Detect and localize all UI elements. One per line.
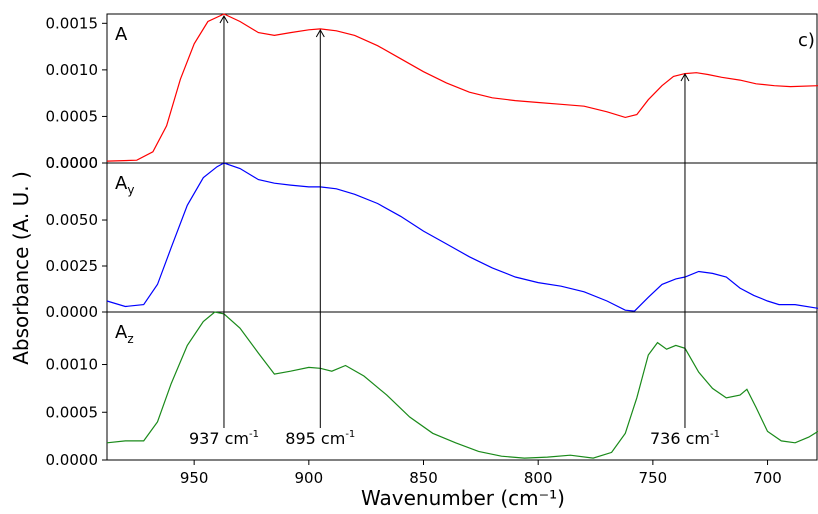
annotation-arrowhead <box>219 14 229 24</box>
panel-3: 0.0000 0.0005 0.0010 Az <box>46 311 818 469</box>
x-tick-label: 800 <box>524 469 553 487</box>
annotations-layer: 937 cm-1 895 cm-1 736 cm-1 <box>189 14 720 448</box>
y-tick-label: 0.0050 <box>46 211 99 229</box>
x-tick-label: 850 <box>409 469 438 487</box>
y-tick-label: 0.0005 <box>46 107 99 125</box>
y-tick-label: 0.0000 <box>46 154 99 172</box>
series-line <box>106 162 818 312</box>
y-tick-label: 0.0000 <box>46 303 99 321</box>
annotation-label: 895 cm-1 <box>285 429 355 448</box>
panel-label: Ay <box>115 173 134 197</box>
panel-1: 0.0000 0.0005 0.0010 0.0015 A <box>46 13 818 172</box>
annotation-label: 937 cm-1 <box>189 429 259 448</box>
panel-label: A <box>115 24 128 45</box>
panel-corner-label: c) <box>798 30 815 51</box>
x-tick-label: 700 <box>753 469 782 487</box>
panels-layer: 0.00000.00050.00100.0015A0.00000.00250.0… <box>46 13 818 469</box>
panel-frame <box>106 13 818 164</box>
y-tick-label: 0.0010 <box>46 61 99 79</box>
x-axis-title: Wavenumber (cm⁻¹) <box>361 486 565 510</box>
panel-label: Az <box>115 322 134 346</box>
series-line <box>106 311 818 459</box>
x-tick-label: 950 <box>180 469 209 487</box>
annotation-arrowhead <box>315 28 325 38</box>
y-tick-label: 0.0025 <box>46 257 99 275</box>
y-axis-title: Absorbance (A. U. ) <box>9 171 33 365</box>
y-tick-label: 0.0000 <box>46 154 99 172</box>
x-tick-label: 900 <box>295 469 324 487</box>
series-line <box>106 13 818 162</box>
y-tick-label: 0.0000 <box>46 451 99 469</box>
panel-2: 0.0000 0.0025 0.0050 0.0000 Ay <box>46 154 818 321</box>
panel-frame <box>106 162 818 313</box>
panel-frame <box>106 311 818 461</box>
annotation-arrowhead <box>680 72 690 82</box>
y-tick-label: 0.0005 <box>46 403 99 421</box>
x-axis: 950 900 850 800 750 700 <box>180 460 782 487</box>
y-tick-label: 0.0010 <box>46 356 99 374</box>
y-tick-label: 0.0015 <box>46 14 99 32</box>
x-tick-label: 750 <box>639 469 668 487</box>
annotation-label: 736 cm-1 <box>650 429 720 448</box>
